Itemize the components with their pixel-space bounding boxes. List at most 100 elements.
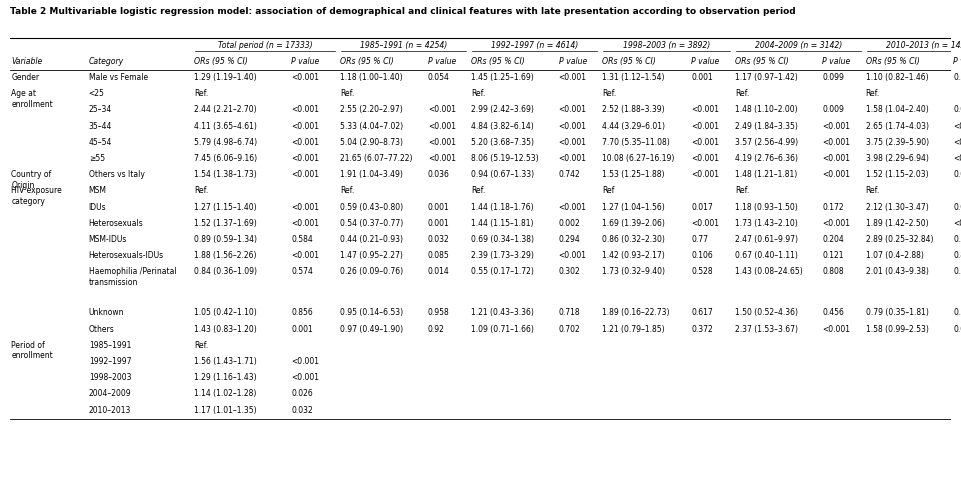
Text: 21.65 (6.07–77.22): 21.65 (6.07–77.22) <box>340 154 412 163</box>
Text: 0.055: 0.055 <box>953 324 961 333</box>
Text: Country of
Origin: Country of Origin <box>12 170 52 189</box>
Text: Age at
enrollment: Age at enrollment <box>12 89 53 108</box>
Text: 0.001: 0.001 <box>692 73 713 82</box>
Text: 0.456: 0.456 <box>823 308 845 317</box>
Text: Category: Category <box>88 57 124 65</box>
Text: 2.65 (1.74–4.03): 2.65 (1.74–4.03) <box>866 122 928 130</box>
Text: <25: <25 <box>88 89 105 98</box>
Text: 0.372: 0.372 <box>692 324 713 333</box>
Text: 1.14 (1.02–1.28): 1.14 (1.02–1.28) <box>194 388 257 398</box>
Text: 1.58 (1.04–2.40): 1.58 (1.04–2.40) <box>866 105 928 114</box>
Text: 2.49 (1.84–3.35): 2.49 (1.84–3.35) <box>735 122 798 130</box>
Text: 0.69 (0.34–1.38): 0.69 (0.34–1.38) <box>471 234 534 244</box>
Text: 1.29 (1.16–1.43): 1.29 (1.16–1.43) <box>194 372 257 382</box>
Text: 1.07 (0.4–2.88): 1.07 (0.4–2.88) <box>866 251 924 260</box>
Text: P value: P value <box>692 57 720 65</box>
Text: 1.73 (0.32–9.40): 1.73 (0.32–9.40) <box>602 267 665 276</box>
Text: 4.19 (2.76–6.36): 4.19 (2.76–6.36) <box>735 154 798 163</box>
Text: HIV exposure
category: HIV exposure category <box>12 186 62 205</box>
Text: 0.26 (0.09–0.76): 0.26 (0.09–0.76) <box>340 267 404 276</box>
Text: 0.004: 0.004 <box>953 170 961 179</box>
Text: 25–34: 25–34 <box>88 105 112 114</box>
Text: 2.52 (1.88–3.39): 2.52 (1.88–3.39) <box>602 105 665 114</box>
Text: ORs (95 % CI): ORs (95 % CI) <box>602 57 655 65</box>
Text: 0.84 (0.36–1.09): 0.84 (0.36–1.09) <box>194 267 258 276</box>
Text: 5.04 (2.90–8.73): 5.04 (2.90–8.73) <box>340 138 404 146</box>
Text: 1.48 (1.21–1.81): 1.48 (1.21–1.81) <box>735 170 797 179</box>
Text: 0.002: 0.002 <box>558 218 580 227</box>
Text: 4.11 (3.65–4.61): 4.11 (3.65–4.61) <box>194 122 258 130</box>
Text: 2.89 (0.25–32.84): 2.89 (0.25–32.84) <box>866 234 933 244</box>
Text: Ref.: Ref. <box>194 186 209 195</box>
Text: <0.001: <0.001 <box>428 122 456 130</box>
Text: 0.204: 0.204 <box>823 234 844 244</box>
Text: Ref.: Ref. <box>735 186 749 195</box>
Text: Heterosexuals: Heterosexuals <box>88 218 143 227</box>
Text: 1.09 (0.71–1.66): 1.09 (0.71–1.66) <box>471 324 534 333</box>
Text: 0.582: 0.582 <box>953 308 961 317</box>
Text: 1.29 (1.19–1.40): 1.29 (1.19–1.40) <box>194 73 257 82</box>
Text: ORs (95 % CI): ORs (95 % CI) <box>735 57 789 65</box>
Text: 0.584: 0.584 <box>291 234 313 244</box>
Text: 45–54: 45–54 <box>88 138 112 146</box>
Text: 0.528: 0.528 <box>692 267 713 276</box>
Text: 1.52 (1.15–2.03): 1.52 (1.15–2.03) <box>866 170 928 179</box>
Text: 1.53 (1.25–1.88): 1.53 (1.25–1.88) <box>602 170 664 179</box>
Text: 0.59 (0.43–0.80): 0.59 (0.43–0.80) <box>340 202 404 211</box>
Text: <0.001: <0.001 <box>558 73 586 82</box>
Text: 4.44 (3.29–6.01): 4.44 (3.29–6.01) <box>602 122 665 130</box>
Text: 0.373: 0.373 <box>953 267 961 276</box>
Text: P value: P value <box>428 57 456 65</box>
Text: 0.856: 0.856 <box>291 308 313 317</box>
Text: <0.001: <0.001 <box>291 202 319 211</box>
Text: <0.001: <0.001 <box>558 154 586 163</box>
Text: 0.67 (0.40–1.11): 0.67 (0.40–1.11) <box>735 251 798 260</box>
Text: Table 2 Multivariable logistic regression model: association of demographical an: Table 2 Multivariable logistic regressio… <box>10 7 796 16</box>
Text: 1.47 (0.95–2.27): 1.47 (0.95–2.27) <box>340 251 403 260</box>
Text: <0.001: <0.001 <box>428 105 456 114</box>
Text: <0.001: <0.001 <box>823 324 850 333</box>
Text: 1.44 (1.18–1.76): 1.44 (1.18–1.76) <box>471 202 533 211</box>
Text: MSM-IDUs: MSM-IDUs <box>88 234 127 244</box>
Text: Haemophilia /Perinatal
transmission: Haemophilia /Perinatal transmission <box>88 267 177 286</box>
Text: 0.54 (0.37–0.77): 0.54 (0.37–0.77) <box>340 218 404 227</box>
Text: Ref.: Ref. <box>471 186 485 195</box>
Text: 0.97 (0.49–1.90): 0.97 (0.49–1.90) <box>340 324 404 333</box>
Text: <0.001: <0.001 <box>953 138 961 146</box>
Text: <0.001: <0.001 <box>291 122 319 130</box>
Text: 2.47 (0.61–9.97): 2.47 (0.61–9.97) <box>735 234 798 244</box>
Text: 1985–1991: 1985–1991 <box>88 340 131 349</box>
Text: 1.31 (1.12–1.54): 1.31 (1.12–1.54) <box>602 73 664 82</box>
Text: 0.742: 0.742 <box>558 170 580 179</box>
Text: 3.57 (2.56–4.99): 3.57 (2.56–4.99) <box>735 138 798 146</box>
Text: 5.33 (4.04–7.02): 5.33 (4.04–7.02) <box>340 122 404 130</box>
Text: 0.294: 0.294 <box>558 234 580 244</box>
Text: <0.001: <0.001 <box>953 218 961 227</box>
Text: 0.001: 0.001 <box>428 202 450 211</box>
Text: 1.89 (0.16–22.73): 1.89 (0.16–22.73) <box>602 308 670 317</box>
Text: 1.27 (1.15–1.40): 1.27 (1.15–1.40) <box>194 202 257 211</box>
Text: 8.06 (5.19–12.53): 8.06 (5.19–12.53) <box>471 154 539 163</box>
Text: 3.75 (2.39–5.90): 3.75 (2.39–5.90) <box>866 138 929 146</box>
Text: <0.001: <0.001 <box>428 138 456 146</box>
Text: 0.032: 0.032 <box>428 234 450 244</box>
Text: 0.014: 0.014 <box>428 267 450 276</box>
Text: 0.001: 0.001 <box>291 324 313 333</box>
Text: 0.702: 0.702 <box>558 324 580 333</box>
Text: 2.01 (0.43–9.38): 2.01 (0.43–9.38) <box>866 267 928 276</box>
Text: Ref.: Ref. <box>194 340 209 349</box>
Text: 1.89 (1.42–2.50): 1.89 (1.42–2.50) <box>866 218 928 227</box>
Text: 1.56 (1.43–1.71): 1.56 (1.43–1.71) <box>194 356 257 366</box>
Text: Variable: Variable <box>12 57 42 65</box>
Text: <0.001: <0.001 <box>558 138 586 146</box>
Text: 2.37 (1.53–3.67): 2.37 (1.53–3.67) <box>735 324 798 333</box>
Text: 1.54 (1.38–1.73): 1.54 (1.38–1.73) <box>194 170 257 179</box>
Text: 0.106: 0.106 <box>692 251 713 260</box>
Text: 1.44 (1.15–1.81): 1.44 (1.15–1.81) <box>471 218 533 227</box>
Text: 0.77: 0.77 <box>692 234 708 244</box>
Text: Ref.: Ref. <box>866 89 880 98</box>
Text: 0.032: 0.032 <box>953 105 961 114</box>
Text: Ref.: Ref. <box>340 186 355 195</box>
Text: <0.001: <0.001 <box>692 105 720 114</box>
Text: 1.48 (1.10–2.00): 1.48 (1.10–2.00) <box>735 105 798 114</box>
